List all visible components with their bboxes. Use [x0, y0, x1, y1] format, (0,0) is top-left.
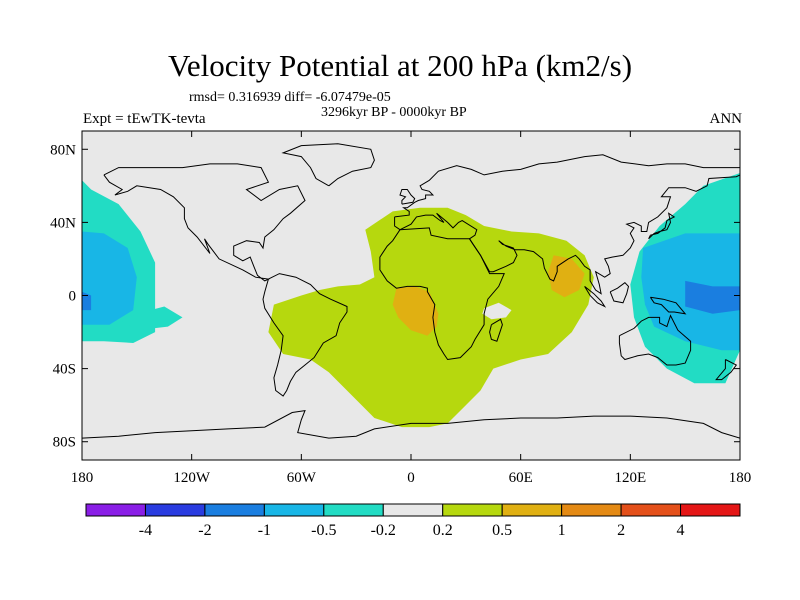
coast-eurasia [394, 154, 740, 295]
colorbar-swatch [263, 503, 325, 517]
chart-title: Velocity Potential at 200 hPa (km2/s) [167, 48, 633, 83]
coast-great-britain [399, 189, 416, 205]
colorbar-label: -2 [198, 522, 211, 539]
x-tick-label: 0 [407, 470, 415, 486]
coast-greenland [281, 143, 375, 187]
colorbar-label: -1 [258, 522, 271, 539]
y-tick-label: 0 [69, 289, 77, 305]
colorbar: -4 -2 -1 -0.5 -0.2 0.2 0.5 1 2 4 [85, 503, 741, 539]
colorbar-swatch [501, 503, 563, 517]
colorbar-swatch [382, 503, 444, 517]
colorbar-label: -0.5 [311, 522, 336, 539]
experiment-label: Expt = tEwTK-tevta [83, 111, 206, 127]
coast-borneo [609, 282, 630, 304]
y-tick-label: 80N [50, 142, 76, 158]
coast-new-zealand [715, 359, 738, 381]
colorbar-swatch [204, 503, 265, 517]
colorbar-label: 1 [558, 522, 566, 539]
axis-layer: 180 120W 60W 0 60E 120E 180 80N 40N 0 40S 80S [50, 131, 751, 486]
colorbar-swatch [144, 503, 206, 517]
field-region-central-pacific-core [82, 231, 137, 325]
colorbar-swatch [323, 503, 384, 517]
colorbar-label: 2 [617, 522, 625, 539]
x-tick-label: 120E [614, 470, 646, 486]
coast-australia [618, 314, 692, 366]
stats-line: rmsd= 0.316939 diff= -6.07479e-05 [189, 90, 391, 105]
coast-north-america [103, 163, 306, 282]
coast-new-guinea [649, 296, 687, 315]
period-line: 3296kyr BP - 0000kyr BP [321, 105, 467, 120]
coast-antarctica [82, 409, 740, 439]
field-region-indian-ocean-neutral-hole [482, 302, 512, 320]
season-label: ANN [709, 111, 743, 127]
colorbar-label: 0.2 [433, 522, 453, 539]
coastline-layer [82, 143, 740, 439]
x-tick-label: 180 [729, 470, 752, 486]
y-tick-label: 40N [50, 215, 76, 231]
y-tick-label: 80S [53, 435, 76, 451]
coast-sumatra [584, 286, 607, 308]
x-tick-label: 180 [71, 470, 94, 486]
colorbar-label: -0.2 [371, 522, 396, 539]
colorbar-swatch [620, 503, 682, 517]
field-region-west-pacific-center [685, 280, 740, 314]
field-region-southeast-pacific-patch [122, 306, 183, 331]
colorbar-label: 0.5 [492, 522, 512, 539]
field-region-angola-maximum [392, 286, 439, 336]
colorbar-swatch [561, 503, 622, 517]
coast-madagascar [489, 318, 503, 342]
colorbar-swatch [680, 503, 741, 517]
colorbar-swatch [442, 503, 503, 517]
colorbar-label: 4 [677, 522, 685, 539]
x-tick-label: 120W [173, 470, 211, 486]
x-tick-label: 60W [287, 470, 317, 486]
colorbar-swatch [85, 503, 146, 517]
field-region-central-pacific-center [82, 291, 92, 311]
coast-south-america [262, 273, 348, 397]
y-tick-label: 40S [53, 362, 76, 378]
coast-japan [648, 212, 676, 240]
colorbar-label: -4 [139, 522, 152, 539]
x-tick-label: 60E [509, 470, 533, 486]
